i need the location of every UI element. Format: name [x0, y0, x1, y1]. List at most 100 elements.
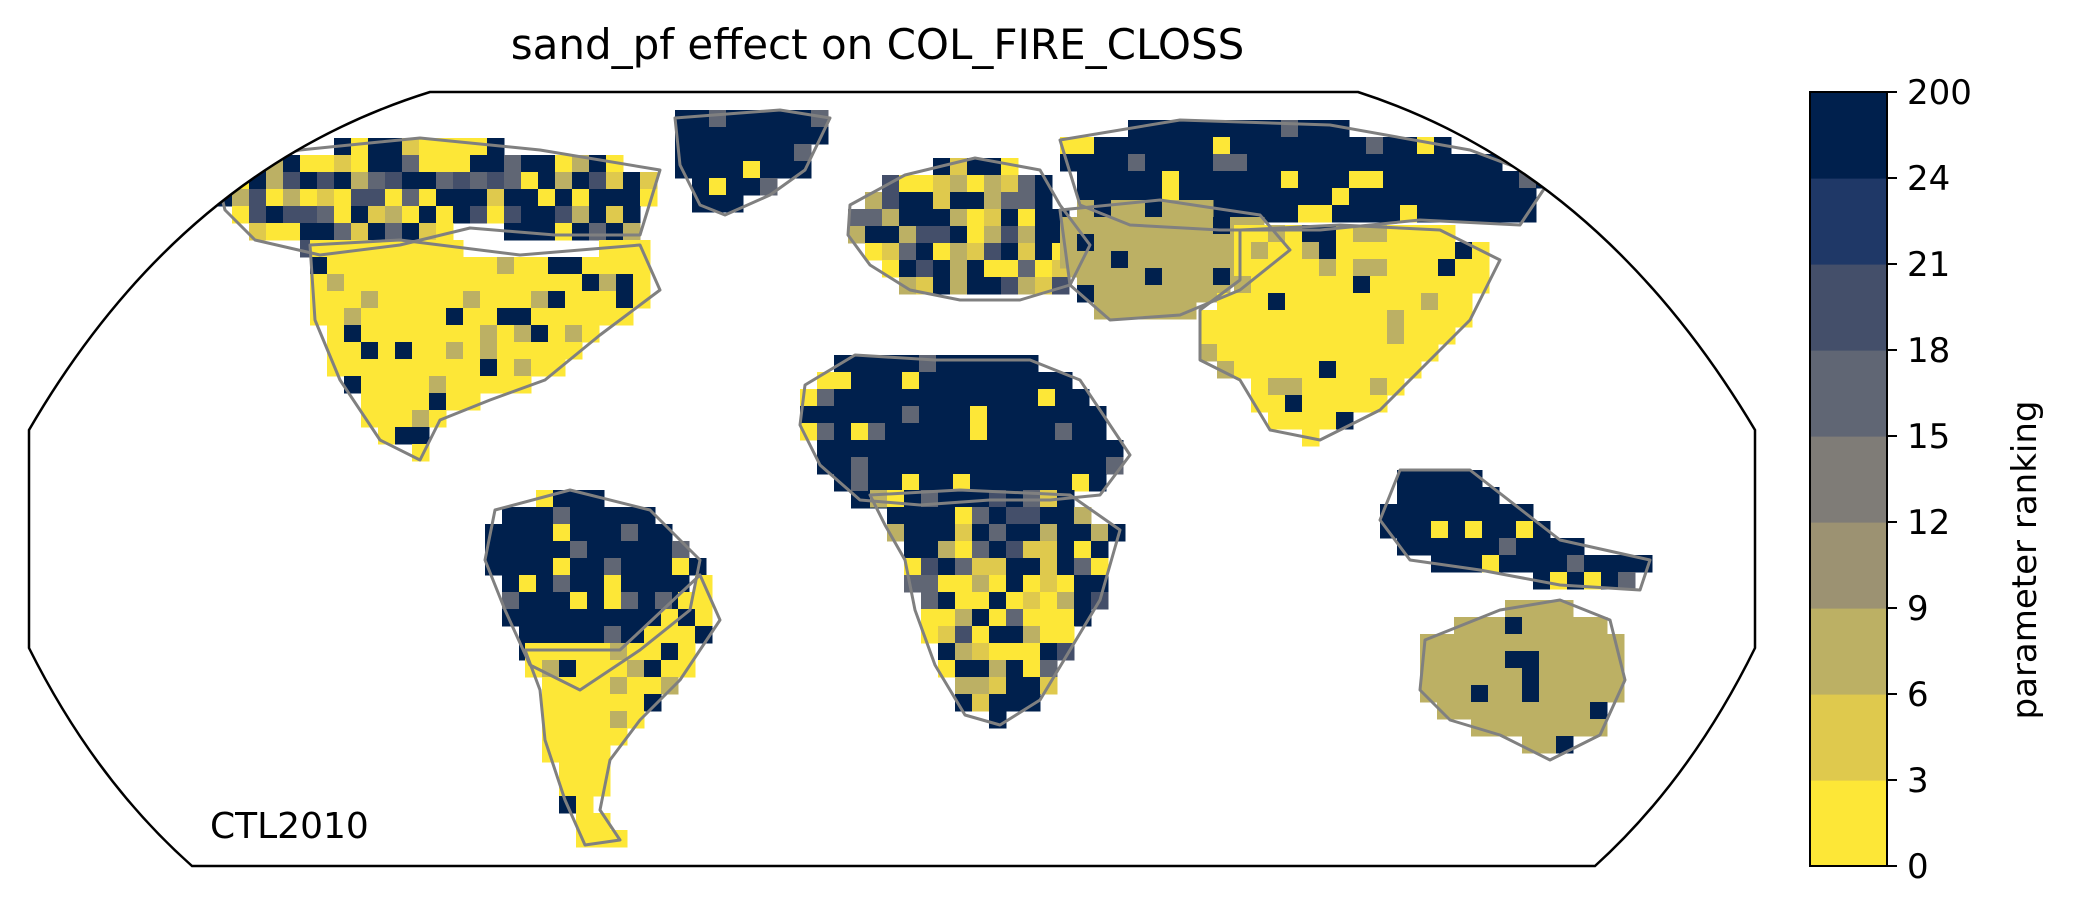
land-cell [344, 240, 362, 258]
land-cell [283, 206, 301, 224]
land-cell [1539, 702, 1557, 720]
land-cell [638, 541, 656, 559]
land-cell [1417, 205, 1435, 223]
coastline-south-america-south [523, 573, 722, 847]
land-cell [777, 144, 795, 162]
land-cell [882, 209, 900, 227]
land-cell [638, 524, 656, 542]
colorbar-frame [1809, 91, 1888, 867]
land-cell [1006, 694, 1024, 712]
land-cell [1077, 154, 1095, 172]
land-cell [1057, 609, 1075, 627]
land-cell [987, 457, 1005, 475]
land-cell [1502, 188, 1520, 206]
land-cell [1468, 188, 1486, 206]
land-cell [1281, 171, 1299, 189]
land-cell [1302, 395, 1320, 413]
land-cell [1268, 378, 1286, 396]
land-cell [1370, 378, 1388, 396]
land-cell [1004, 389, 1022, 407]
land-cell [1332, 120, 1350, 138]
land-cell [1516, 555, 1534, 573]
land-cell [1281, 188, 1299, 206]
land-cell [1035, 226, 1053, 244]
land-cell [1417, 154, 1435, 172]
land-cell [1420, 685, 1438, 703]
land-cell [604, 575, 622, 593]
coastline-east-asia [1198, 223, 1502, 442]
land-cell [1230, 120, 1248, 138]
land-cell [1038, 474, 1056, 492]
land-cell [1421, 310, 1439, 328]
land-cell [502, 575, 520, 593]
land-cell [1370, 361, 1388, 379]
land-cell [1264, 154, 1282, 172]
land-cell [621, 575, 639, 593]
land-cell [497, 359, 515, 377]
land-cell [1454, 668, 1472, 686]
land-cell [933, 175, 951, 193]
land-cell [800, 406, 818, 424]
land-cell [1488, 651, 1506, 669]
land-cell [1057, 524, 1075, 542]
land-cell [378, 274, 396, 292]
land-cell [446, 325, 464, 343]
land-cell [1234, 310, 1252, 328]
land-cell [249, 223, 267, 241]
land-cell [1128, 171, 1146, 189]
land-cell [542, 677, 560, 695]
land-cell [1145, 234, 1163, 252]
land-cell [327, 308, 345, 326]
land-cell [938, 575, 956, 593]
land-cell [1455, 242, 1473, 260]
land-cell [1213, 171, 1231, 189]
land-cell [266, 172, 284, 190]
land-cell [1505, 617, 1523, 635]
colorbar-tick-label: 3 [1907, 761, 1929, 801]
land-cell [1404, 344, 1422, 362]
land-cell [334, 172, 352, 190]
land-cell [334, 206, 352, 224]
land-cell [972, 626, 990, 644]
land-cell [538, 189, 556, 207]
land-cell [1539, 685, 1557, 703]
land-cell [1111, 302, 1129, 320]
land-cell [463, 342, 481, 360]
land-cell [1302, 259, 1320, 277]
land-cell [661, 643, 679, 661]
land-cell [1533, 521, 1551, 539]
land-cell [470, 189, 488, 207]
land-cell [553, 524, 571, 542]
land-cell [351, 172, 369, 190]
land-cell [726, 144, 744, 162]
land-cell [921, 558, 939, 576]
land-cell [395, 308, 413, 326]
land-cell [378, 376, 396, 394]
land-cell [616, 257, 634, 275]
land-cell [1074, 558, 1092, 576]
land-cell [1482, 504, 1500, 522]
land-cell [1533, 555, 1551, 573]
land-cell [1485, 205, 1503, 223]
colorbar-tick-label: 0 [1907, 847, 1929, 887]
land-cell [851, 457, 869, 475]
land-cell [1285, 378, 1303, 396]
land-cell [1001, 192, 1019, 210]
land-cell [1434, 171, 1452, 189]
land-cell [868, 406, 886, 424]
land-cell [1505, 668, 1523, 686]
land-cell [1465, 504, 1483, 522]
land-cell [692, 127, 710, 145]
land-cell [1488, 634, 1506, 652]
land-cell [1179, 285, 1197, 303]
land-cell [972, 507, 990, 525]
land-cell [989, 643, 1007, 661]
land-cell [378, 393, 396, 411]
land-cell [599, 274, 617, 292]
land-cell [1397, 504, 1415, 522]
land-cell [921, 575, 939, 593]
land-cell [1319, 378, 1337, 396]
land-cell [933, 226, 951, 244]
land-cell [851, 389, 869, 407]
land-cell [1035, 260, 1053, 278]
